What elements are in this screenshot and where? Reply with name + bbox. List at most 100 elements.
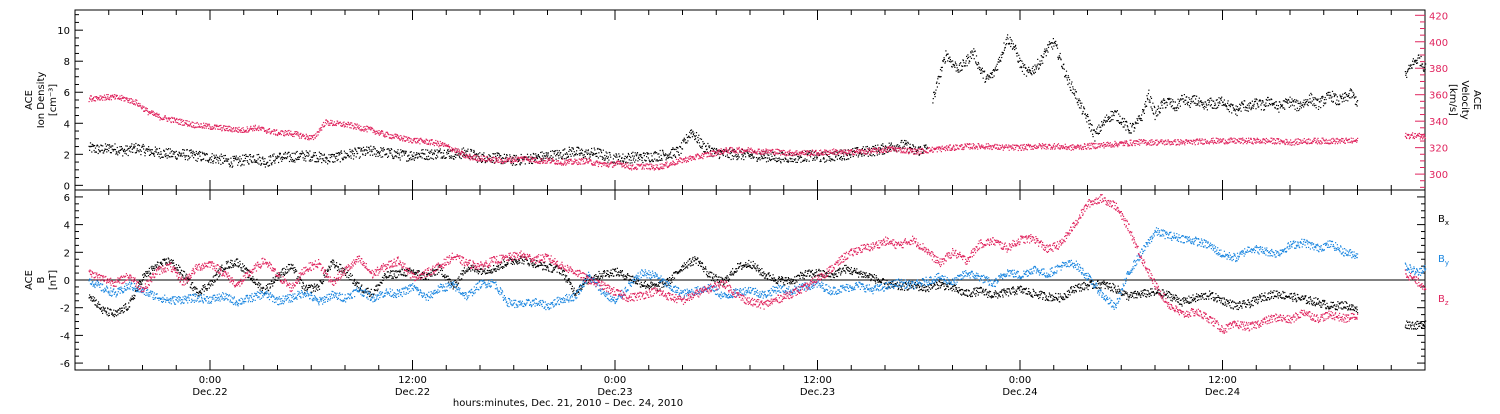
data-point xyxy=(570,154,571,155)
data-point xyxy=(1162,108,1163,109)
data-point xyxy=(663,168,664,169)
data-point xyxy=(943,61,944,62)
data-point xyxy=(714,148,715,149)
data-point xyxy=(1219,101,1220,102)
data-point xyxy=(323,158,324,159)
data-point xyxy=(1137,120,1138,121)
data-point xyxy=(197,154,198,155)
data-point xyxy=(642,157,643,158)
data-point xyxy=(906,144,907,145)
data-point xyxy=(364,149,365,150)
data-point xyxy=(93,98,94,99)
data-point xyxy=(290,154,291,155)
data-point xyxy=(579,162,580,163)
data-point xyxy=(604,155,605,156)
data-point xyxy=(317,158,318,159)
data-point xyxy=(345,152,346,153)
data-point xyxy=(353,128,354,129)
data-point xyxy=(1142,120,1143,121)
data-point xyxy=(658,153,659,154)
data-point xyxy=(154,115,155,116)
data-point xyxy=(281,161,282,162)
data-point xyxy=(598,166,599,167)
data-point xyxy=(416,152,417,153)
data-point xyxy=(1146,106,1147,107)
data-point xyxy=(790,161,791,162)
data-point xyxy=(538,154,539,155)
data-point xyxy=(173,122,174,123)
data-point xyxy=(1059,55,1060,56)
data-point xyxy=(224,129,225,130)
data-point xyxy=(649,160,650,161)
data-point xyxy=(197,122,198,123)
data-point xyxy=(225,155,226,156)
data-point xyxy=(528,160,529,161)
data-point xyxy=(601,166,602,167)
data-point xyxy=(691,133,692,134)
data-point xyxy=(493,157,494,158)
data-point xyxy=(1016,55,1017,56)
data-point xyxy=(752,155,753,156)
data-point xyxy=(536,155,537,156)
data-point xyxy=(155,116,156,117)
data-point xyxy=(246,156,247,157)
data-point xyxy=(635,152,636,153)
data-point xyxy=(852,148,853,149)
data-point xyxy=(1007,37,1008,38)
data-point xyxy=(915,151,916,152)
data-point xyxy=(841,160,842,161)
data-point xyxy=(170,148,171,149)
data-point xyxy=(442,142,443,143)
data-point xyxy=(340,161,341,162)
data-point xyxy=(1284,109,1285,110)
data-point xyxy=(321,162,322,163)
data-point xyxy=(156,152,157,153)
data-point xyxy=(1132,125,1133,126)
data-point xyxy=(669,157,670,158)
data-point xyxy=(1139,115,1140,116)
data-point xyxy=(833,148,834,149)
data-point xyxy=(1208,99,1209,100)
data-point xyxy=(1304,103,1305,104)
data-point xyxy=(918,146,919,147)
data-point xyxy=(818,152,819,153)
data-point xyxy=(1062,68,1063,69)
data-point xyxy=(1213,101,1214,102)
data-point xyxy=(1033,66,1034,67)
data-point xyxy=(731,151,732,152)
data-point xyxy=(768,161,769,162)
data-point xyxy=(1070,87,1071,88)
data-point xyxy=(372,155,373,156)
data-point xyxy=(970,56,971,57)
data-point xyxy=(968,57,969,58)
data-point xyxy=(459,150,460,151)
data-point xyxy=(328,121,329,122)
data-point xyxy=(573,149,574,150)
data-point xyxy=(270,155,271,156)
data-point xyxy=(1295,109,1296,110)
data-point xyxy=(666,162,667,163)
data-point xyxy=(288,130,289,131)
data-point xyxy=(1111,111,1112,112)
data-point xyxy=(360,150,361,151)
data-point xyxy=(1014,49,1015,50)
data-point xyxy=(189,125,190,126)
data-point xyxy=(716,155,717,156)
data-point xyxy=(187,120,188,121)
data-point xyxy=(296,159,297,160)
data-point xyxy=(1137,123,1138,124)
data-point xyxy=(431,149,432,150)
data-point xyxy=(1246,107,1247,108)
data-point xyxy=(412,142,413,143)
data-point xyxy=(641,160,642,161)
data-point xyxy=(784,154,785,155)
data-point xyxy=(533,158,534,159)
data-point xyxy=(329,125,330,126)
data-point xyxy=(1023,67,1024,68)
data-point xyxy=(312,160,313,161)
data-point xyxy=(731,152,732,153)
data-point xyxy=(235,128,236,129)
data-point xyxy=(563,155,564,156)
data-point xyxy=(778,153,779,154)
data-point xyxy=(1018,62,1019,63)
